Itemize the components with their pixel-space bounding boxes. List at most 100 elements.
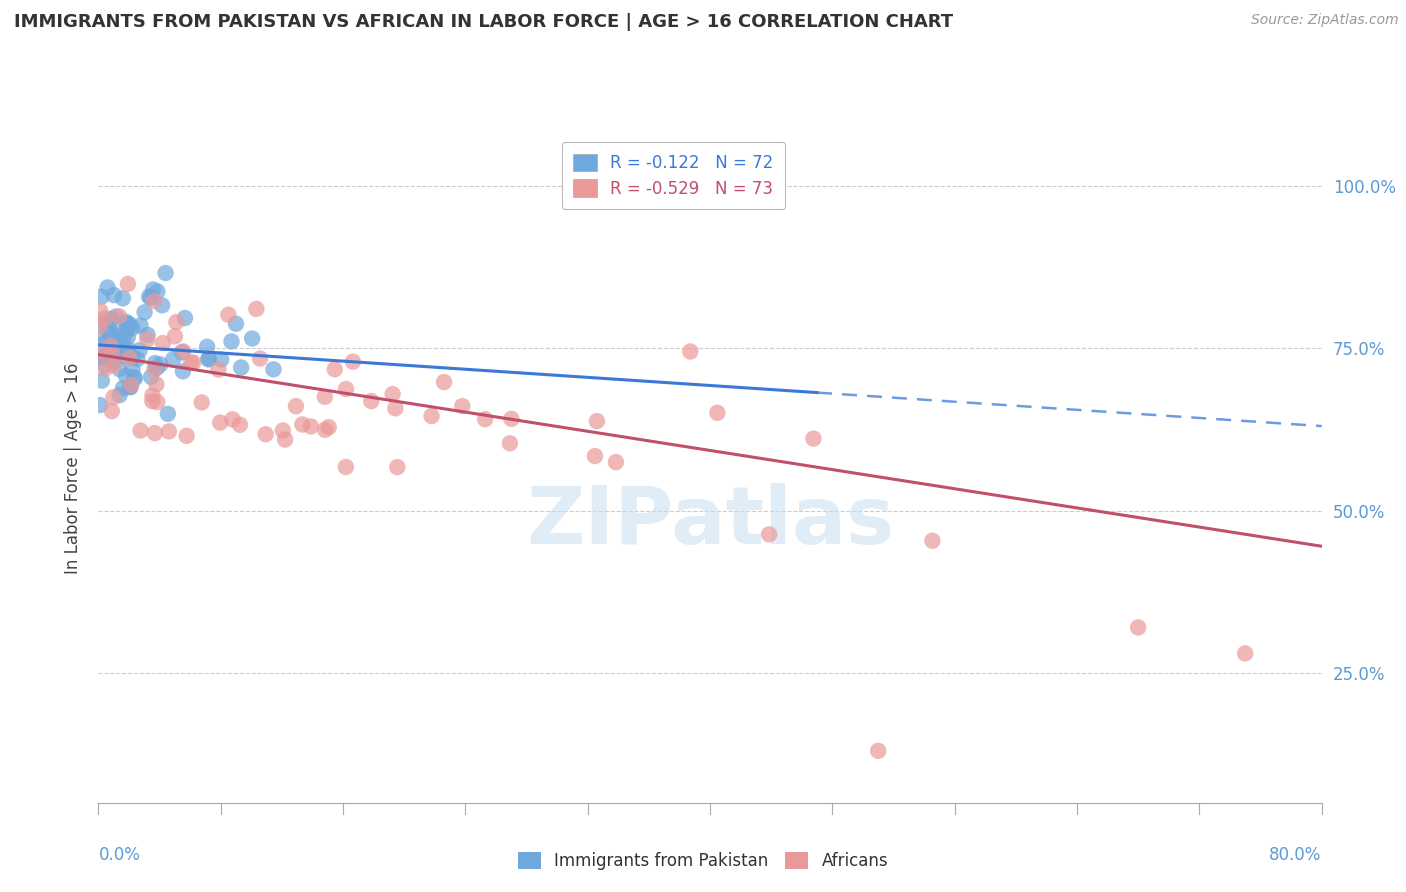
Point: [314, 423, 336, 437]
Point: [108, 388, 131, 402]
Point: [111, 291, 134, 305]
Point: [180, 356, 202, 370]
Text: ZIPatlas: ZIPatlas: [526, 483, 894, 561]
Point: [174, 311, 197, 326]
Text: 80.0%: 80.0%: [1270, 847, 1322, 864]
Point: [110, 335, 132, 350]
Point: [181, 355, 204, 369]
Point: [103, 390, 125, 404]
Point: [149, 358, 172, 372]
Point: [139, 291, 162, 305]
Point: [122, 370, 145, 384]
Point: [274, 433, 297, 447]
Point: [197, 352, 219, 367]
Point: [360, 394, 382, 409]
Point: [420, 409, 443, 423]
Point: [89, 346, 111, 360]
Point: [107, 326, 129, 341]
Point: [190, 395, 212, 409]
Point: [104, 334, 127, 349]
Point: [121, 362, 143, 376]
Point: [229, 417, 252, 432]
Point: [103, 288, 125, 302]
Point: [120, 380, 142, 394]
Point: [254, 427, 277, 442]
Point: [94, 361, 117, 376]
Point: [91, 351, 114, 365]
Point: [209, 416, 232, 430]
Point: [91, 337, 114, 351]
Point: [263, 362, 285, 376]
Point: [176, 429, 198, 443]
Point: [108, 340, 131, 354]
Point: [117, 343, 139, 357]
Text: 0.0%: 0.0%: [98, 847, 141, 864]
Point: [157, 425, 180, 439]
Point: [104, 310, 127, 324]
Point: [335, 460, 357, 475]
Point: [145, 361, 167, 376]
Point: [124, 371, 146, 385]
Point: [120, 378, 142, 392]
Point: [501, 412, 523, 426]
Point: [100, 312, 122, 326]
Point: [90, 374, 112, 388]
Point: [225, 317, 247, 331]
Point: [231, 360, 253, 375]
Point: [117, 317, 139, 331]
Point: [335, 382, 357, 396]
Point: [451, 399, 474, 413]
Point: [142, 283, 165, 297]
Point: [155, 266, 177, 280]
Point: [433, 375, 456, 389]
Point: [387, 460, 409, 475]
Point: [342, 354, 364, 368]
Point: [118, 317, 141, 331]
Point: [803, 432, 825, 446]
Point: [143, 356, 166, 370]
Point: [112, 349, 135, 363]
Point: [150, 298, 173, 312]
Point: [474, 412, 496, 426]
Point: [314, 390, 336, 404]
Point: [115, 315, 138, 329]
Point: [108, 362, 131, 376]
Point: [114, 343, 136, 357]
Point: [381, 387, 404, 401]
Point: [165, 315, 187, 329]
Point: [586, 414, 609, 428]
Point: [1128, 620, 1150, 634]
Point: [163, 329, 186, 343]
Point: [245, 301, 267, 316]
Point: [120, 380, 142, 394]
Point: [141, 394, 163, 409]
Point: [499, 436, 522, 450]
Point: [156, 407, 179, 421]
Point: [146, 285, 169, 299]
Point: [172, 364, 194, 378]
Point: [103, 358, 125, 372]
Point: [108, 310, 131, 324]
Point: [115, 368, 138, 383]
Point: [100, 325, 122, 339]
Point: [89, 398, 111, 412]
Point: [115, 323, 138, 337]
Point: [217, 308, 239, 322]
Point: [112, 329, 135, 343]
Point: [605, 455, 627, 469]
Point: [138, 289, 160, 303]
Point: [129, 318, 152, 333]
Point: [706, 406, 728, 420]
Point: [143, 426, 166, 441]
Point: [89, 319, 111, 334]
Point: [118, 351, 141, 365]
Point: [868, 744, 890, 758]
Point: [299, 419, 322, 434]
Point: [162, 352, 184, 367]
Point: [98, 327, 121, 342]
Point: [127, 351, 149, 366]
Point: [136, 327, 159, 342]
Point: [143, 293, 166, 308]
Point: [1234, 647, 1257, 661]
Point: [240, 331, 263, 345]
